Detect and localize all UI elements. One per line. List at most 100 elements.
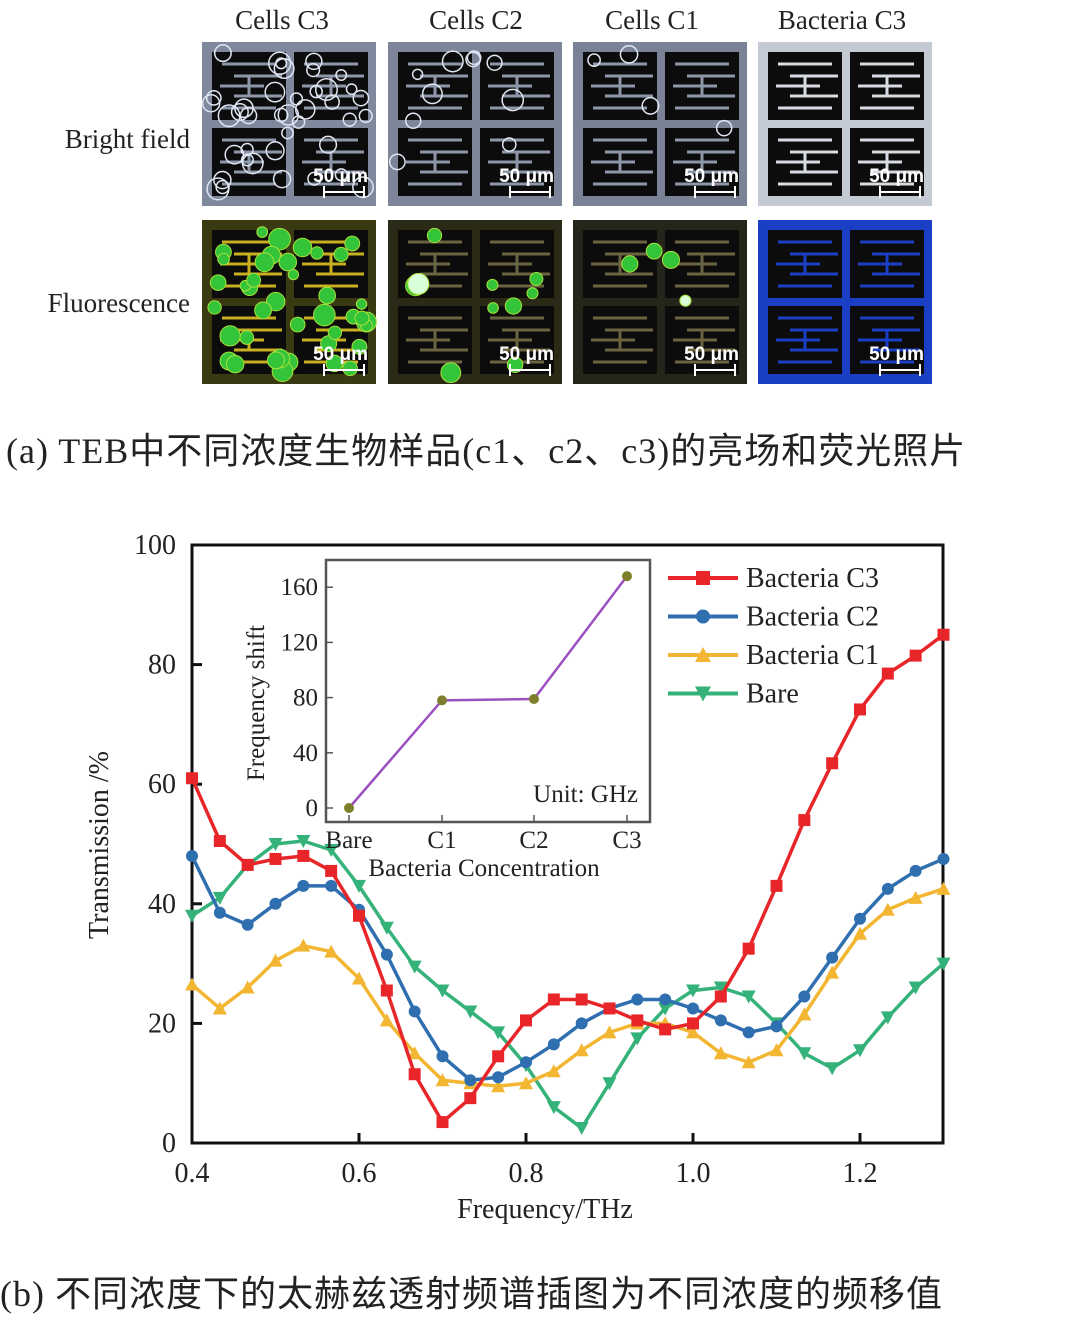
data-point-square [631,1014,644,1027]
row-header: Bright field [65,124,191,154]
series-line [191,839,945,1130]
data-point-square [714,990,727,1003]
data-point-square [742,942,755,955]
cell [411,68,424,81]
fluorescent-cell [661,250,680,269]
row-header: Fluorescence [48,288,190,318]
inset-x-axis-label: Bacteria Concentration [368,855,600,882]
data-point-triangle [324,944,339,958]
data-point-circle [297,879,310,892]
data-point-square [547,993,560,1006]
data-point-triangle [519,1076,533,1090]
fluorescent-cell [529,271,544,286]
y-tick-label: 60 [148,769,176,800]
cell [345,83,358,96]
data-point-circle [380,948,393,961]
data-point-triangle [936,881,951,895]
micrograph-bright-field: 50 μm [388,42,562,206]
series-line [190,887,945,1088]
inset-x-tick-label: Bare [325,827,372,854]
cell [277,104,300,126]
micrograph-bright-field: 50 μm [573,42,747,206]
data-point-triangle [825,965,840,979]
inset-y-tick-label: 80 [293,685,318,712]
legend-label: Bacteria C2 [746,602,879,633]
x-tick-label: 0.8 [509,1158,544,1189]
cell [224,144,245,165]
data-point-triangle-down [407,960,422,974]
data-point-circle [269,897,282,910]
fluorescent-cell [313,303,336,327]
fluorescent-cell [318,286,336,305]
data-point-square [826,757,839,770]
y-tick-label: 80 [148,650,176,681]
data-point-triangle-down [435,984,450,998]
fluorescent-cell [621,255,639,273]
x-tick-label: 1.0 [676,1158,711,1189]
inset-y-tick-label: 40 [293,740,318,767]
data-point-triangle [407,1046,422,1060]
data-point-square [881,667,894,680]
data-point-circle [520,1056,532,1069]
data-point-triangle [379,1013,394,1027]
fluorescent-cell [645,242,663,260]
data-point-square [854,703,866,716]
fluorescent-cell [333,246,349,262]
fluorescent-cell [487,302,499,314]
inset-data-point [437,695,447,706]
cell [215,179,230,195]
fluorescent-cell [278,252,298,272]
data-point-circle [687,1002,699,1015]
series-bacteria-c3 [186,628,950,1129]
data-point-triangle-down [908,981,923,995]
cell [388,153,406,171]
series-line [190,855,945,1082]
data-point-triangle [769,1043,784,1057]
legend: Bacteria C3 Bacteria C2 Bacteria C1 Bare [668,563,879,710]
data-point-triangle-down [296,835,311,849]
data-point-triangle-down [324,843,339,857]
cell [441,50,464,73]
fluorescent-cell [310,246,324,260]
data-point-square [241,858,254,871]
data-point-circle [937,852,950,865]
data-point-triangle [546,1064,561,1078]
scale-bar-label: 50 μm [499,166,554,187]
scale-bar-label: 50 μm [684,166,739,187]
data-point-circle [696,609,710,624]
data-point-circle [798,990,811,1003]
cell [314,77,338,101]
data-point-square [380,984,393,997]
data-point-square [186,772,198,785]
fluorescent-cell [327,325,343,340]
data-point-triangle-down [853,1044,867,1058]
data-point-triangle-down [936,957,951,971]
data-point-circle [547,1038,560,1051]
microscopy-panel-grid: Cells C3 Cells C2 Cells C1 Bacteria C3 Brigh… [48,5,932,384]
data-point-square [520,1014,532,1027]
fluorescent-cell [679,294,692,307]
fluorescent-cell [526,287,539,300]
legend-label: Bare [746,679,799,710]
data-point-square [770,879,783,892]
column-header: Bacteria C3 [778,5,906,35]
cell [619,45,639,64]
inset-y-tick-label: 120 [281,629,319,656]
data-point-circle [464,1074,477,1087]
inset-frame [324,558,652,824]
data-point-triangle-down [880,1011,895,1025]
cell [324,94,340,110]
data-point-circle [909,864,922,877]
inset-unit-annotation: Unit: GHz [533,781,638,808]
fluorescent-cell [440,362,462,384]
data-point-triangle [602,1025,617,1039]
cell [334,168,348,182]
cell [501,88,525,112]
data-point-square [937,628,950,641]
data-point-circle [241,918,254,931]
data-point-triangle [212,1001,227,1015]
fluorescent-cell [265,291,286,312]
cell [264,81,286,103]
inset-y-tick-label: 0 [306,795,319,822]
